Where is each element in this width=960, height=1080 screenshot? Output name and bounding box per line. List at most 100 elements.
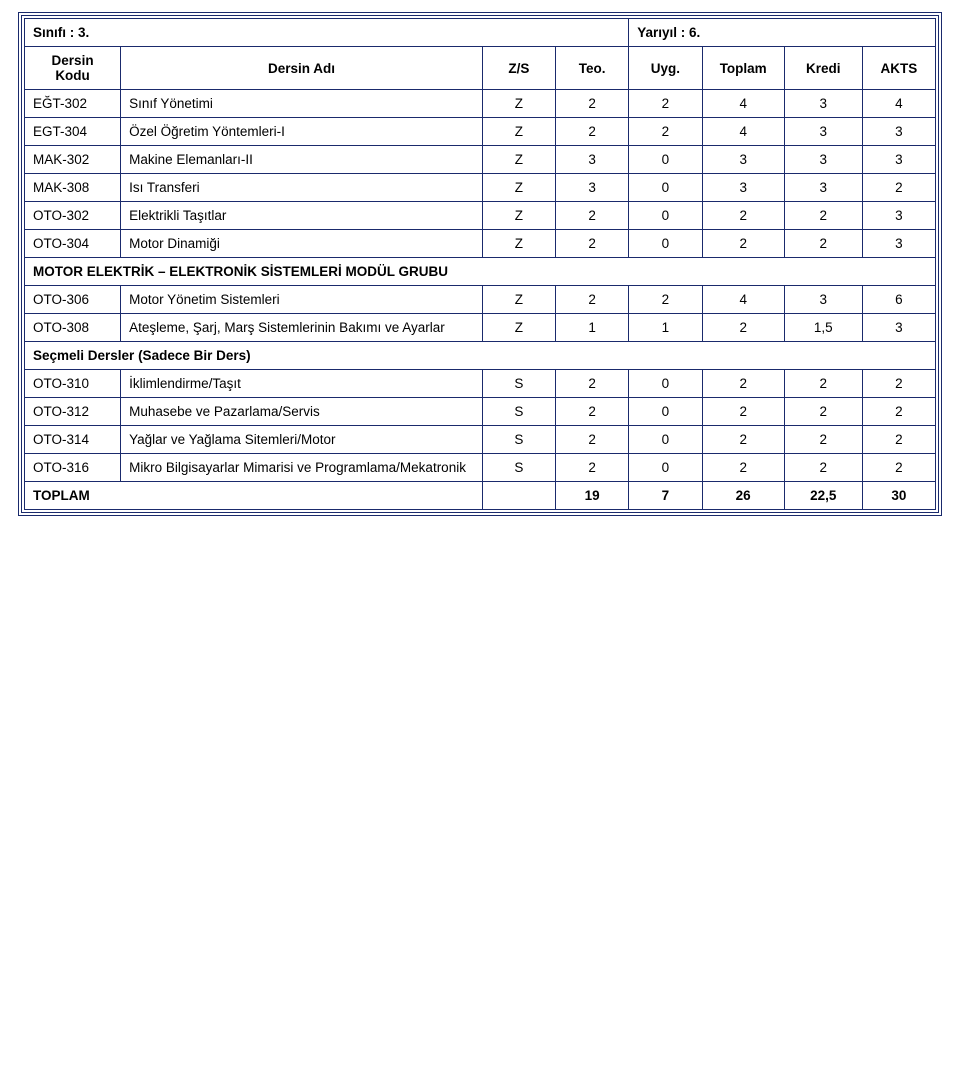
- cell-zs: Z: [482, 174, 555, 202]
- cell-uyg: 2: [629, 90, 702, 118]
- cell-uyg: 2: [629, 118, 702, 146]
- cell-name: Özel Öğretim Yöntemleri-I: [121, 118, 483, 146]
- cell-kredi: 2: [784, 230, 862, 258]
- cell-teo: 1: [556, 314, 629, 342]
- cell-uyg: 1: [629, 314, 702, 342]
- cell-zs: Z: [482, 230, 555, 258]
- cell-code: EĞT-302: [25, 90, 121, 118]
- cell-akts: 3: [862, 202, 935, 230]
- cell-kredi: 2: [784, 398, 862, 426]
- table-row: EĞT-302Sınıf YönetimiZ22434: [25, 90, 936, 118]
- col-name: Dersin Adı: [121, 47, 483, 90]
- term-label: Yarıyıl : 6.: [629, 19, 936, 47]
- header-row-class-term: Sınıfı : 3. Yarıyıl : 6.: [25, 19, 936, 47]
- cell-top: 3: [702, 174, 784, 202]
- cell-zs: Z: [482, 118, 555, 146]
- cell-code: MAK-302: [25, 146, 121, 174]
- cell-code: OTO-316: [25, 454, 121, 482]
- cell-kredi: 3: [784, 118, 862, 146]
- cell-kredi: 2: [784, 370, 862, 398]
- section-motor-elektrik-label: MOTOR ELEKTRİK – ELEKTRONİK SİSTEMLERİ M…: [25, 258, 936, 286]
- col-teo: Teo.: [556, 47, 629, 90]
- cell-kredi: 3: [784, 146, 862, 174]
- cell-top: 4: [702, 118, 784, 146]
- cell-akts: 6: [862, 286, 935, 314]
- table-row: OTO-312Muhasebe ve Pazarlama/ServisS2022…: [25, 398, 936, 426]
- cell-uyg: 0: [629, 370, 702, 398]
- cell-name: Motor Dinamiği: [121, 230, 483, 258]
- cell-top: 4: [702, 286, 784, 314]
- col-uyg: Uyg.: [629, 47, 702, 90]
- cell-teo: 3: [556, 146, 629, 174]
- cell-top: 2: [702, 398, 784, 426]
- cell-code: EGT-304: [25, 118, 121, 146]
- cell-uyg: 0: [629, 426, 702, 454]
- table-row: OTO-316Mikro Bilgisayarlar Mimarisi ve P…: [25, 454, 936, 482]
- cell-uyg: 2: [629, 286, 702, 314]
- section-secmeli: Seçmeli Dersler (Sadece Bir Ders): [25, 342, 936, 370]
- cell-name: Motor Yönetim Sistemleri: [121, 286, 483, 314]
- total-label: TOPLAM: [25, 482, 483, 510]
- section-motor-elektrik: MOTOR ELEKTRİK – ELEKTRONİK SİSTEMLERİ M…: [25, 258, 936, 286]
- cell-zs: Z: [482, 202, 555, 230]
- cell-uyg: 0: [629, 146, 702, 174]
- cell-code: OTO-310: [25, 370, 121, 398]
- cell-teo: 3: [556, 174, 629, 202]
- cell-top: 2: [702, 230, 784, 258]
- cell-akts: 2: [862, 398, 935, 426]
- cell-top: 2: [702, 370, 784, 398]
- cell-teo: 2: [556, 398, 629, 426]
- cell-zs: S: [482, 454, 555, 482]
- cell-akts: 3: [862, 146, 935, 174]
- cell-code: OTO-304: [25, 230, 121, 258]
- cell-name: Yağlar ve Yağlama Sitemleri/Motor: [121, 426, 483, 454]
- col-kredi: Kredi: [784, 47, 862, 90]
- col-code: Dersin Kodu: [25, 47, 121, 90]
- course-table-frame: Sınıfı : 3. Yarıyıl : 6. Dersin Kodu Der…: [18, 12, 942, 516]
- cell-teo: 2: [556, 370, 629, 398]
- cell-code: MAK-308: [25, 174, 121, 202]
- cell-uyg: 0: [629, 174, 702, 202]
- cell-top: 2: [702, 454, 784, 482]
- cell-top: 2: [702, 202, 784, 230]
- cell-top: 2: [702, 314, 784, 342]
- cell-teo: 2: [556, 202, 629, 230]
- cell-kredi: 3: [784, 174, 862, 202]
- total-kredi: 22,5: [784, 482, 862, 510]
- section-secmeli-label: Seçmeli Dersler (Sadece Bir Ders): [25, 342, 936, 370]
- cell-kredi: 2: [784, 202, 862, 230]
- table-row: OTO-302Elektrikli TaşıtlarZ20223: [25, 202, 936, 230]
- cell-akts: 2: [862, 174, 935, 202]
- total-top: 26: [702, 482, 784, 510]
- cell-zs: S: [482, 370, 555, 398]
- cell-teo: 2: [556, 454, 629, 482]
- cell-teo: 2: [556, 426, 629, 454]
- cell-zs: Z: [482, 286, 555, 314]
- cell-zs: Z: [482, 146, 555, 174]
- table-row: MAK-308Isı TransferiZ30332: [25, 174, 936, 202]
- table-row: OTO-304Motor DinamiğiZ20223: [25, 230, 936, 258]
- course-table: Sınıfı : 3. Yarıyıl : 6. Dersin Kodu Der…: [24, 18, 936, 510]
- cell-name: Makine Elemanları-II: [121, 146, 483, 174]
- cell-akts: 3: [862, 314, 935, 342]
- cell-teo: 2: [556, 230, 629, 258]
- table-row: OTO-308Ateşleme, Şarj, Marş Sistemlerini…: [25, 314, 936, 342]
- col-akts: AKTS: [862, 47, 935, 90]
- cell-uyg: 0: [629, 398, 702, 426]
- cell-uyg: 0: [629, 230, 702, 258]
- class-label: Sınıfı : 3.: [25, 19, 629, 47]
- cell-akts: 3: [862, 118, 935, 146]
- cell-akts: 2: [862, 454, 935, 482]
- cell-akts: 2: [862, 426, 935, 454]
- table-row: OTO-306Motor Yönetim SistemleriZ22436: [25, 286, 936, 314]
- cell-code: OTO-312: [25, 398, 121, 426]
- cell-kredi: 3: [784, 286, 862, 314]
- cell-kredi: 3: [784, 90, 862, 118]
- cell-code: OTO-306: [25, 286, 121, 314]
- cell-top: 3: [702, 146, 784, 174]
- cell-kredi: 2: [784, 454, 862, 482]
- cell-akts: 2: [862, 370, 935, 398]
- total-akts: 30: [862, 482, 935, 510]
- cell-code: OTO-302: [25, 202, 121, 230]
- cell-name: Elektrikli Taşıtlar: [121, 202, 483, 230]
